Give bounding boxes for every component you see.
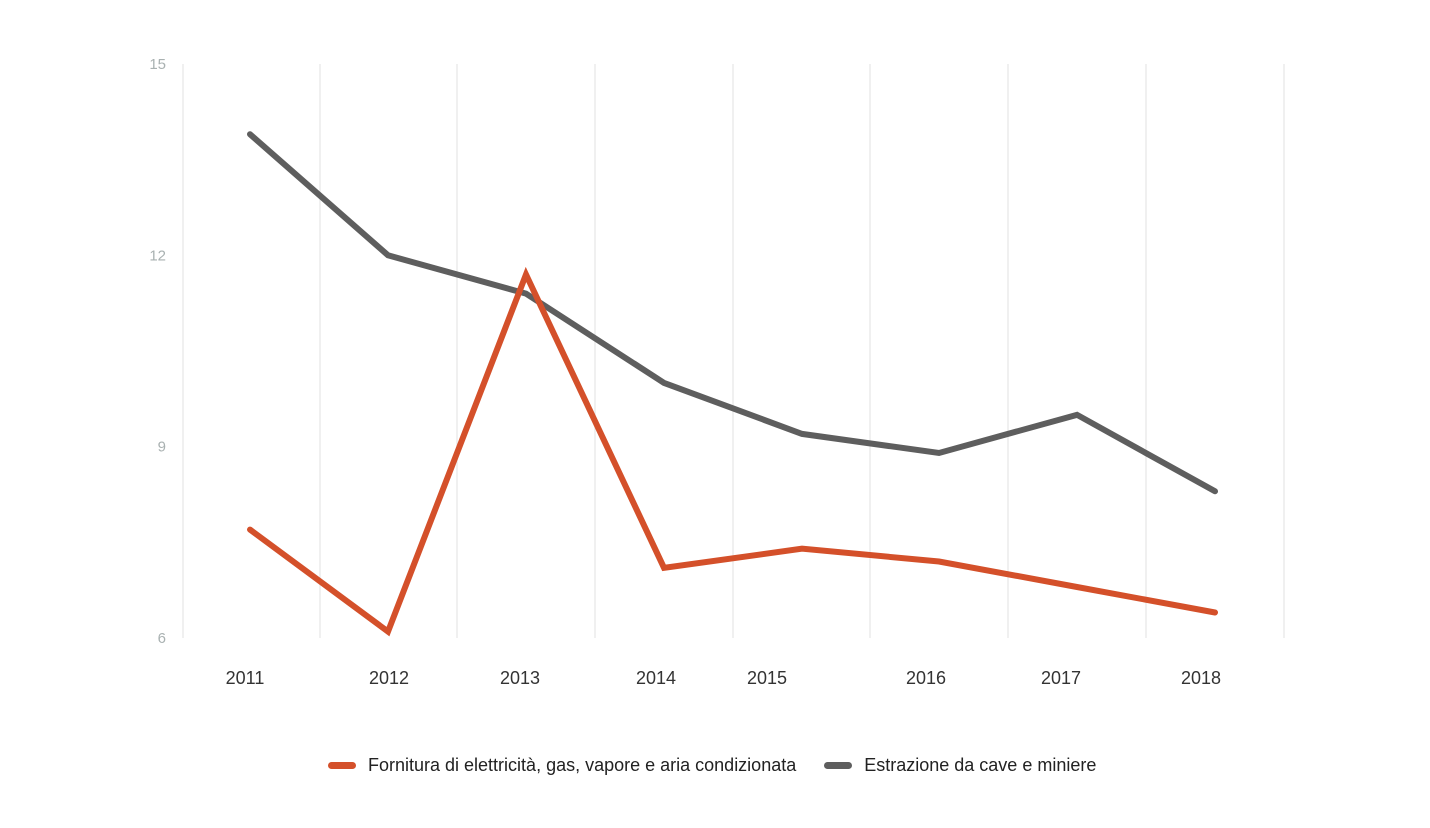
x-tick-label: 2013 (500, 668, 540, 688)
chart-grid (182, 64, 1285, 638)
x-axis-ticks: 2011 2012 2013 2014 2015 2016 2017 2018 (226, 668, 1221, 688)
x-tick-label: 2018 (1181, 668, 1221, 688)
x-tick-label: 2016 (906, 668, 946, 688)
legend-item-fornitura[interactable]: Fornitura di elettricità, gas, vapore e … (328, 755, 796, 776)
y-tick-label: 9 (158, 439, 166, 456)
chart-legend: Fornitura di elettricità, gas, vapore e … (328, 752, 1124, 778)
series-line-1 (247, 131, 1218, 495)
y-tick-label: 6 (158, 630, 166, 647)
y-axis-ticks: 15 12 9 6 (149, 56, 166, 647)
x-tick-label: 2014 (636, 668, 676, 688)
legend-swatch-fornitura (328, 761, 356, 769)
x-tick-label: 2015 (747, 668, 787, 688)
legend-item-estrazione[interactable]: Estrazione da cave e miniere (824, 755, 1096, 776)
x-tick-label: 2017 (1041, 668, 1081, 688)
legend-label-estrazione: Estrazione da cave e miniere (864, 754, 1097, 775)
series-line-0 (247, 266, 1218, 637)
x-tick-label: 2012 (369, 668, 409, 688)
x-tick-label: 2011 (226, 668, 265, 688)
y-tick-label: 15 (149, 56, 166, 73)
legend-swatch-estrazione (824, 761, 853, 769)
legend-label-fornitura: Fornitura di elettricità, gas, vapore e … (368, 754, 797, 775)
chart-series (247, 131, 1218, 637)
y-tick-label: 12 (149, 247, 166, 264)
